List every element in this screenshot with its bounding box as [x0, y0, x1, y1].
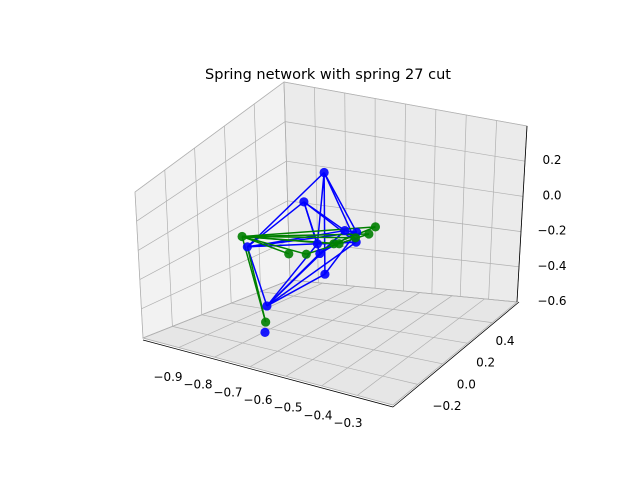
grid-line — [231, 302, 468, 344]
grid-line — [392, 301, 518, 406]
z-axis-line — [516, 125, 528, 303]
spring-edge — [323, 172, 357, 243]
spring-edge — [246, 201, 305, 248]
grid-line — [141, 240, 289, 310]
grid-line — [459, 114, 467, 297]
grid-line — [201, 314, 443, 365]
grid-line — [260, 291, 493, 323]
spring-edge — [266, 241, 357, 307]
grid-line — [194, 147, 203, 315]
x-tick-label: −0.4 — [303, 408, 332, 422]
grid-line — [488, 120, 497, 300]
grid-line — [249, 289, 388, 368]
grid-line — [321, 295, 453, 387]
grid-line — [289, 279, 518, 303]
spring-edge — [316, 172, 325, 244]
node-marker — [340, 225, 350, 236]
cut-spring-edge — [242, 233, 369, 238]
mass-nodes — [237, 167, 381, 337]
chart-title: Spring network with spring 27 cut — [205, 67, 451, 83]
grid-line — [164, 169, 173, 327]
cut-spring-edge — [242, 235, 340, 245]
cut-spring-edge — [242, 226, 376, 238]
grid-line — [357, 298, 485, 396]
grid-line — [134, 191, 144, 339]
cut-spring-edge — [241, 235, 307, 255]
grid-line — [172, 326, 418, 385]
cut-node-marker — [261, 317, 271, 327]
cut-node-marker — [350, 233, 361, 243]
cut-node-marker — [370, 222, 381, 232]
node-marker — [260, 327, 270, 337]
spring-edge — [266, 273, 326, 307]
cut-spring-edge — [241, 235, 290, 255]
node-marker — [299, 197, 309, 207]
node-marker — [315, 248, 325, 259]
grid-lines — [134, 81, 528, 406]
grid-line — [136, 121, 286, 222]
spring-edge — [266, 252, 321, 307]
grid-line — [283, 81, 528, 127]
spring-edge — [246, 246, 268, 307]
x-axis-line — [142, 339, 394, 408]
grid-line — [142, 337, 394, 406]
spring-edge — [323, 172, 358, 233]
grid-line — [138, 160, 287, 251]
cut-node-marker — [364, 229, 374, 239]
grid-line — [344, 92, 348, 286]
y-tick-label: 0.4 — [495, 334, 514, 348]
grid-line — [286, 160, 524, 197]
grid-line — [142, 279, 291, 339]
node-marker — [262, 301, 272, 311]
axes-panes — [134, 81, 528, 406]
grid-line — [139, 200, 288, 280]
node-marker — [319, 167, 329, 178]
grid-line — [285, 292, 420, 377]
spring-edge — [323, 172, 326, 275]
spring-edges — [241, 171, 376, 323]
x-tick-label: −0.8 — [183, 378, 212, 392]
node-marker — [320, 269, 330, 279]
y-tick-label: 0.2 — [476, 356, 495, 370]
spring-edge — [246, 171, 325, 248]
cut-node-marker — [301, 249, 311, 259]
grid-line — [214, 285, 356, 358]
grid-line — [287, 200, 522, 232]
y-tick-label: −0.2 — [432, 399, 461, 413]
node-marker — [242, 242, 252, 252]
grid-line — [134, 81, 285, 193]
grid-line — [283, 81, 291, 281]
z-tick-label: 0.2 — [542, 153, 561, 167]
x-tick-label: −0.7 — [213, 385, 242, 399]
x-tick-label: −0.6 — [243, 393, 272, 407]
x-tick-label: −0.3 — [333, 416, 362, 430]
grid-line — [224, 125, 232, 304]
y-axis-line — [392, 301, 520, 408]
z-tick-label: −0.6 — [537, 294, 566, 308]
tick-labels: −0.9−0.8−0.7−0.6−0.5−0.4−0.3−0.20.00.20.… — [153, 153, 566, 430]
cut-node-marker — [237, 231, 247, 242]
x-tick-label: −0.5 — [273, 401, 302, 415]
x-tick-label: −0.9 — [153, 370, 182, 384]
node-marker — [312, 239, 323, 249]
grid-line — [285, 121, 526, 162]
grid-line — [178, 282, 323, 348]
y-tick-label: 0.0 — [457, 377, 476, 391]
grid-line — [253, 103, 261, 292]
spring-edge — [303, 201, 357, 243]
z-tick-label: −0.2 — [537, 224, 566, 238]
z-tick-label: −0.4 — [537, 259, 566, 273]
grid-line — [403, 103, 406, 292]
axis-lines — [142, 125, 528, 408]
grid-line — [288, 240, 520, 268]
cut-node-marker — [284, 249, 294, 259]
grid-line — [431, 109, 437, 294]
z-tick-label: 0.0 — [542, 188, 561, 202]
cut-node-marker — [334, 239, 344, 249]
